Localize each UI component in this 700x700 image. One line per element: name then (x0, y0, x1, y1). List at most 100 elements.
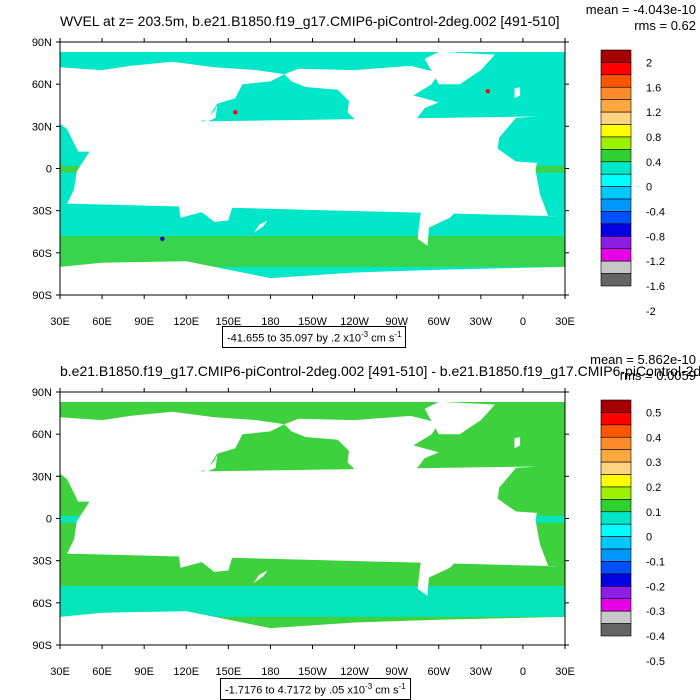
colorbar-swatch (600, 623, 632, 637)
colorbar-swatch (600, 136, 632, 150)
colorbar-label: -0.8 (646, 231, 665, 243)
lon-label: 0 (520, 666, 526, 678)
lon-label: 120W (340, 316, 369, 328)
landmass-greenland (424, 51, 495, 85)
colorbar-swatch (600, 124, 632, 138)
colorbar-swatch (600, 74, 632, 88)
lat-label: 30N (32, 471, 52, 483)
lon-label: 120W (340, 666, 369, 678)
colorbar-swatch (600, 424, 632, 438)
lon-label: 120E (173, 316, 199, 328)
colorbar-label: 1.2 (646, 107, 661, 119)
colorbar-swatch (600, 461, 632, 475)
lat-label: 90N (32, 37, 52, 49)
landmass-namerica (284, 65, 439, 158)
colorbar-label: -0.4 (646, 631, 665, 643)
colorbar-label: 0 (646, 532, 652, 544)
lon-label: 60E (92, 666, 112, 678)
colorbar-swatch (600, 223, 632, 237)
southern-ocean-band (60, 235, 565, 267)
colorbar-swatch (600, 523, 632, 537)
colorbar-swatch (600, 474, 632, 488)
lat-label: 90N (32, 387, 52, 399)
lon-label: 30E (50, 666, 70, 678)
landmass-africa (60, 116, 561, 217)
mean-text: mean = -4.043e-10 (586, 2, 696, 17)
colorbar-swatch (600, 499, 632, 513)
arctic-land (60, 42, 565, 52)
lon-label: 150W (298, 316, 327, 328)
panel-title: b.e21.B1850.f19_g17.CMIP6-piControl-2deg… (60, 363, 700, 379)
colorbar-swatch (600, 412, 632, 426)
range-unit: cm s (372, 684, 399, 697)
landmass-uk (514, 437, 521, 449)
landmass-greenland (424, 401, 495, 435)
landmass-samerica (407, 153, 474, 246)
colorbar-label: 2 (646, 57, 652, 69)
landmass-australia (177, 184, 233, 222)
range-box-top: -41.655 to 35.097 by .2 x10-3 cm s-1 (222, 326, 407, 348)
panel-title: WVEL at z= 203.5m, b.e21.B1850.f19_g17.C… (60, 13, 560, 29)
lat-label: 30S (32, 556, 52, 568)
lon-label: 150E (215, 666, 241, 678)
colorbar-swatch (600, 211, 632, 225)
colorbar-label: 0 (646, 182, 652, 194)
lat-label: 60N (32, 429, 52, 441)
landmass-uk (514, 87, 521, 99)
colorbar-swatch (600, 248, 632, 262)
colorbar-label: 0.5 (646, 407, 661, 419)
landmass-japan (200, 105, 218, 125)
panel-top: WVEL at z= 203.5m, b.e21.B1850.f19_g17.C… (32, 2, 696, 328)
colorbar-label: 0.4 (646, 157, 661, 169)
lat-label: 60S (32, 248, 52, 260)
colorbar-label: -1.6 (646, 281, 665, 293)
colorbar-swatch (600, 486, 632, 500)
lat-label: 0 (46, 514, 52, 526)
lon-label: 120E (173, 666, 199, 678)
colorbar-swatch (600, 399, 632, 413)
landmass-africa (60, 466, 561, 567)
landmass-indonesia (152, 160, 229, 182)
landmass-indonesia (152, 510, 229, 532)
lat-label: 90S (32, 290, 52, 302)
lat-label: 30N (32, 121, 52, 133)
lon-axis-labels: 30E 60E 90E 120E 150E 180 150W 120W 90W 60W 30W 0 30… (50, 388, 575, 678)
lon-label: 150E (215, 316, 241, 328)
lon-label: 90W (385, 316, 408, 328)
lon-label: 90W (385, 666, 408, 678)
colorbar-swatch (600, 511, 632, 525)
range-unit-exponent: -1 (394, 330, 402, 339)
range-exponent: -3 (365, 682, 373, 691)
lon-label: 180 (261, 666, 279, 678)
rms-text: rms = 0.62 (634, 18, 696, 33)
mean-text: mean = 5.862e-10 (590, 352, 696, 367)
lon-axis-labels: 30E 60E 90E 120E 150E 180 150W 120W 90W 60W 30W 0 30… (50, 38, 575, 328)
rms-text: rms = 0.0059 (620, 368, 696, 383)
colorbar-swatch (600, 49, 632, 63)
colorbar-swatch (600, 149, 632, 163)
map-area (59, 41, 566, 296)
lon-label: 30E (50, 316, 70, 328)
colorbar-label: -0.3 (646, 606, 665, 618)
colorbar-swatch (600, 260, 632, 274)
colorbar-swatch (600, 161, 632, 175)
colorbar-swatch (600, 449, 632, 463)
colorbar-label: -0.1 (646, 556, 665, 568)
landmass-antarctica (60, 611, 565, 645)
landmass-antarctica (60, 261, 565, 295)
colorbar-label: 0.4 (646, 432, 661, 444)
lon-label: 30E (555, 666, 575, 678)
lat-label: 90S (32, 640, 52, 652)
colorbar-label: -0.2 (646, 581, 665, 593)
colorbar-label: 1.6 (646, 82, 661, 94)
colorbar-label: -0.4 (646, 206, 665, 218)
colorbar-swatch (600, 273, 632, 287)
arctic-land (60, 392, 565, 402)
colorbar-swatch (600, 598, 632, 612)
colorbar-swatch (600, 186, 632, 200)
lon-label: 90E (134, 316, 154, 328)
colorbar-swatch (600, 62, 632, 76)
hotspot-marker (485, 88, 491, 94)
lon-label: 60W (427, 666, 450, 678)
lon-label: 30W (470, 666, 493, 678)
